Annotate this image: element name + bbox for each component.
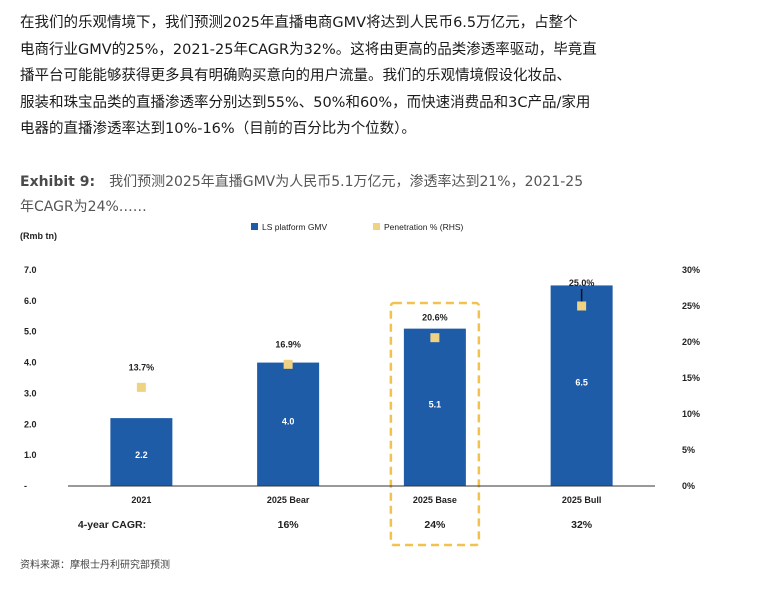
bar-2025-bear <box>257 362 320 486</box>
bar-2025-bull <box>550 285 613 486</box>
y-tick-label: 4.0 <box>24 358 37 368</box>
y-tick-label: - <box>24 481 27 491</box>
bar-value-label: 4.0 <box>282 416 295 426</box>
cagr-row-label: 4-year CAGR: <box>78 519 146 531</box>
y-tick-label: 1.0 <box>24 450 37 460</box>
y-axis-title: (Rmb tn) <box>20 231 57 241</box>
cagr-value: 32% <box>571 519 593 531</box>
exhibit-label: Exhibit 9: <box>20 174 96 190</box>
paragraph-line: 电器的直播渗透率达到10%-16%（目前的百分比为个位数）。 <box>20 121 416 137</box>
penetration-marker <box>283 359 293 369</box>
x-category-label: 2025 Bear <box>267 495 310 505</box>
legend-swatch-penetration <box>373 223 380 230</box>
paragraph-line: 播平台可能能够获得更多具有明确购买意向的用户流量。我们的乐观情境假设化妆品、 <box>20 68 571 84</box>
source-note: 资料来源：摩根士丹利研究部预测 <box>20 560 170 571</box>
penetration-label: 25.0% <box>569 278 595 288</box>
penetration-marker <box>136 382 146 392</box>
bar-value-label: 2.2 <box>135 450 148 460</box>
exhibit-caption: Exhibit 9: 我们预测2025年直播GMV为人民币5.1万亿元，渗透率达到… <box>20 170 750 220</box>
bar-2025-base <box>403 328 466 486</box>
x-category-label: 2025 Bull <box>562 495 602 505</box>
exhibit-title-line2: 年CAGR为24%…… <box>20 199 147 215</box>
y2-tick-label: 25% <box>682 301 700 311</box>
x-category-label: 2021 <box>131 495 151 505</box>
y-tick-label: 5.0 <box>24 327 37 337</box>
bar-2021 <box>110 418 173 486</box>
penetration-label: 13.7% <box>129 362 155 372</box>
gmv-penetration-chart: (Rmb tn) LS platform GMV Penetration % (RH… <box>20 222 700 547</box>
legend-swatch-gmv <box>251 223 258 230</box>
cagr-value: 24% <box>424 519 446 531</box>
intro-paragraph: 在我们的乐观情境下，我们预测2025年直播电商GMV将达到人民币6.5万亿元，占… <box>20 10 750 143</box>
paragraph-line: 在我们的乐观情境下，我们预测2025年直播电商GMV将达到人民币6.5万亿元，占… <box>20 15 578 31</box>
y2-tick-label: 0% <box>682 481 695 491</box>
legend-label-penetration: Penetration % (RHS) <box>384 222 464 232</box>
penetration-marker <box>577 301 587 311</box>
y-tick-label: 3.0 <box>24 388 37 398</box>
penetration-label: 20.6% <box>422 313 448 323</box>
y2-tick-label: 30% <box>682 265 700 275</box>
cagr-value: 16% <box>278 519 300 531</box>
paragraph-line: 服装和珠宝品类的直播渗透率分别达到55%、50%和60%，而快速消费品和3C产品… <box>20 94 591 111</box>
y-tick-label: 6.0 <box>24 296 37 306</box>
y-tick-label: 2.0 <box>24 419 37 429</box>
bar-value-label: 6.5 <box>575 378 588 388</box>
penetration-marker <box>430 333 440 343</box>
penetration-label: 16.9% <box>275 339 301 349</box>
bar-value-label: 5.1 <box>429 399 442 409</box>
y2-tick-label: 5% <box>682 445 695 455</box>
y-tick-label: 7.0 <box>24 265 37 275</box>
y2-tick-label: 15% <box>682 373 700 383</box>
y2-tick-label: 20% <box>682 337 700 347</box>
legend-label-gmv: LS platform GMV <box>262 222 328 232</box>
paragraph-line: 电商行业GMV的25%，2021-25年CAGR为32%。这将由更高的品类渗透率… <box>20 41 597 58</box>
x-category-label: 2025 Base <box>413 495 457 505</box>
y2-tick-label: 10% <box>682 409 700 419</box>
exhibit-title-line1: 我们预测2025年直播GMV为人民币5.1万亿元，渗透率达到21%，2021-2… <box>109 174 584 190</box>
highlight-box-base-case <box>389 301 481 547</box>
